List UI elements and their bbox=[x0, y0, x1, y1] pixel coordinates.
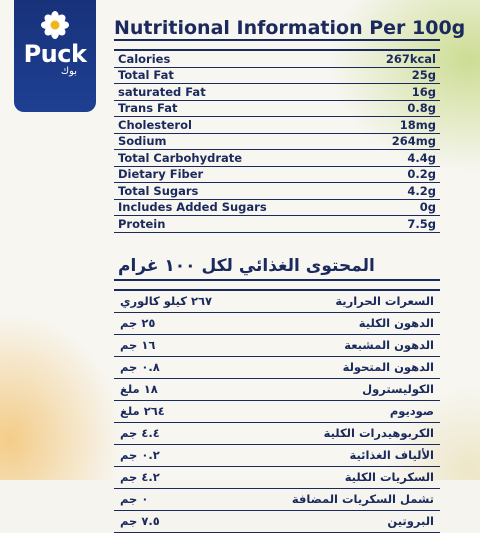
nutrient-value-arabic: ٢٦٤ ملغ bbox=[120, 404, 165, 418]
table-top-rule bbox=[114, 49, 440, 51]
nutrient-value-arabic: ٢٦٧ كيلو كالوري bbox=[120, 294, 213, 308]
nutrition-row-arabic: ٠.٨ جم الدهون المتحولة bbox=[114, 357, 440, 379]
nutrient-label-arabic: الكربوهيدرات الكلية bbox=[323, 426, 434, 440]
nutrition-row-arabic: ١٨ ملغ الكوليسترول bbox=[114, 379, 440, 401]
nutrition-row: Total Fat 25g bbox=[114, 68, 440, 84]
nutrient-label-arabic: تشمل السكريات المضافة bbox=[291, 492, 434, 506]
nutrient-value: 16g bbox=[411, 84, 436, 99]
nutrient-value-arabic: ١٨ ملغ bbox=[120, 382, 158, 396]
nutrient-value-arabic: ٤.٢ جم bbox=[120, 470, 160, 484]
nutrition-row: Includes Added Sugars 0g bbox=[114, 200, 440, 216]
nutrient-value-arabic: ٧.٥ جم bbox=[120, 514, 160, 528]
nutrient-label: Total Fat bbox=[118, 68, 174, 83]
nutrition-panel: Nutritional Information Per 100g Calorie… bbox=[114, 0, 466, 533]
nutrient-label: Dietary Fiber bbox=[118, 167, 204, 182]
nutrient-label-arabic: السعرات الحرارية bbox=[335, 294, 434, 308]
nutrient-value: 267kcal bbox=[385, 51, 436, 66]
nutrition-row: Sodium 264mg bbox=[114, 134, 440, 150]
nutrient-value: 0.2g bbox=[407, 167, 436, 182]
nutrition-row-arabic: ٢٦٧ كيلو كالوري السعرات الحرارية bbox=[114, 291, 440, 313]
nutrient-value-arabic: ٠ جم bbox=[120, 492, 149, 506]
nutrient-value-arabic: ١٦ جم bbox=[120, 338, 156, 352]
nutrient-label-arabic: الكوليسترول bbox=[362, 382, 434, 396]
arabic-nutrition-table: ٢٦٧ كيلو كالوري السعرات الحرارية ٢٥ جم الده… bbox=[114, 288, 440, 533]
nutrient-label-arabic: الدهون المتحولة bbox=[342, 360, 434, 374]
brand-name-arabic: بوك bbox=[60, 66, 78, 77]
nutrition-row-arabic: ٤.٢ جم السكريات الكلية bbox=[114, 467, 440, 489]
english-nutrition-table: Calories 267kcal Total Fat 25g saturated Fat… bbox=[114, 49, 440, 233]
nutrition-row: Protein 7.5g bbox=[114, 216, 440, 233]
nutrient-label: saturated Fat bbox=[118, 84, 206, 99]
nutrition-row-arabic: ٧.٥ جم البروتين bbox=[114, 511, 440, 533]
nutrient-value: 4.2g bbox=[407, 183, 436, 198]
nutrient-label: Cholesterol bbox=[118, 117, 192, 132]
brand-logo: Puck بوك bbox=[14, 0, 96, 112]
nutrient-label-arabic: السكريات الكلية bbox=[344, 470, 434, 484]
brand-name: Puck bbox=[23, 40, 87, 68]
nutrient-label-arabic: الألياف الغذائية bbox=[349, 448, 434, 462]
nutrition-row-arabic: ١٦ جم الدهون المشبعة bbox=[114, 335, 440, 357]
nutrient-value: 264mg bbox=[391, 134, 436, 149]
nutrient-value-arabic: ٠.٨ جم bbox=[120, 360, 160, 374]
nutrient-label-arabic: الدهون الكلية bbox=[358, 316, 434, 330]
nutrition-row: Total Sugars 4.2g bbox=[114, 183, 440, 200]
nutrient-value: 0.8g bbox=[407, 101, 436, 116]
nutrition-row: Calories 267kcal bbox=[114, 51, 440, 68]
nutrition-row-arabic: ٤.٤ جم الكربوهيدرات الكلية bbox=[114, 423, 440, 445]
nutrient-value: 25g bbox=[411, 68, 436, 83]
nutrition-row-arabic: ٢٦٤ ملغ صوديوم bbox=[114, 401, 440, 423]
nutrient-value-arabic: ٢٥ جم bbox=[120, 316, 156, 330]
nutrition-row: Trans Fat 0.8g bbox=[114, 101, 440, 117]
arabic-table-top-rule bbox=[114, 288, 440, 291]
nutrient-label: Trans Fat bbox=[118, 101, 178, 116]
nutrient-value: 7.5g bbox=[407, 216, 436, 231]
nutrient-label: Protein bbox=[118, 216, 166, 231]
nutrient-label-arabic: البروتين bbox=[387, 514, 434, 528]
nutrition-row-arabic: ٠.٢ جم الألياف الغذائية bbox=[114, 445, 440, 467]
english-title: Nutritional Information Per 100g bbox=[114, 17, 466, 39]
nutrient-value: 4.4g bbox=[407, 150, 436, 165]
nutrient-value: 18mg bbox=[399, 117, 436, 132]
nutrition-row: Cholesterol 18mg bbox=[114, 117, 440, 134]
nutrient-value-arabic: ٠.٢ جم bbox=[120, 448, 160, 462]
nutrient-label: Total Carbohydrate bbox=[118, 150, 243, 165]
nutrition-row: Total Carbohydrate 4.4g bbox=[114, 150, 440, 167]
arabic-title-underline bbox=[114, 278, 440, 281]
nutrient-label: Total Sugars bbox=[118, 183, 199, 198]
title-underline bbox=[114, 39, 440, 41]
nutrient-value-arabic: ٤.٤ جم bbox=[120, 426, 160, 440]
daisy-icon bbox=[41, 11, 69, 39]
nutrient-label: Calories bbox=[118, 51, 171, 66]
nutrient-label: Sodium bbox=[118, 134, 167, 149]
nutrition-row: Dietary Fiber 0.2g bbox=[114, 167, 440, 183]
nutrition-row-arabic: ٠ جم تشمل السكريات المضافة bbox=[114, 489, 440, 511]
nutrient-label-arabic: صوديوم bbox=[389, 404, 434, 418]
nutrient-label-arabic: الدهون المشبعة bbox=[344, 338, 434, 352]
nutrient-label: Includes Added Sugars bbox=[118, 200, 267, 215]
nutrient-value: 0g bbox=[419, 200, 436, 215]
nutrition-row-arabic: ٢٥ جم الدهون الكلية bbox=[114, 313, 440, 335]
nutrition-row: saturated Fat 16g bbox=[114, 84, 440, 101]
arabic-title: المحتوى الغذائي لكل ١٠٠ غرام bbox=[118, 255, 375, 276]
